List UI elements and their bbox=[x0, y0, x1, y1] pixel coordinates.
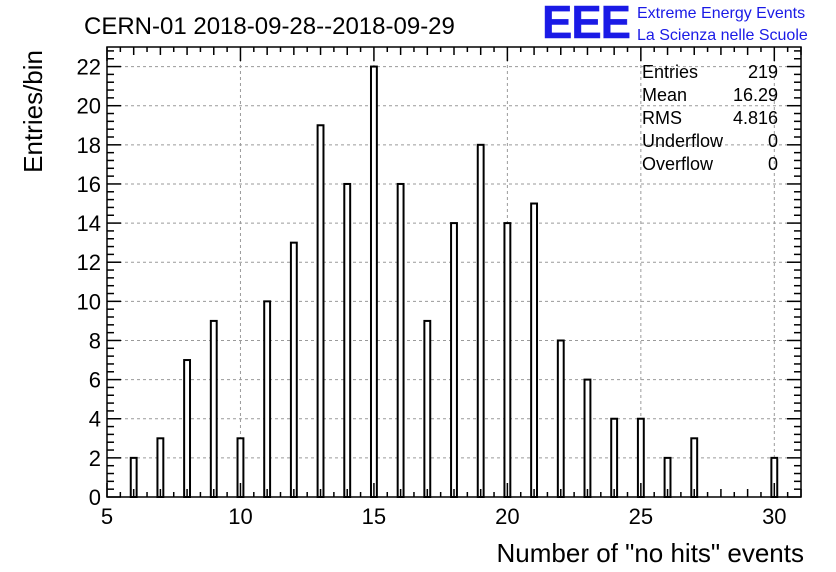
bar bbox=[583, 378, 592, 499]
bar bbox=[369, 65, 378, 498]
x-tick-label: 20 bbox=[495, 504, 519, 529]
chart-title: CERN-01 2018-09-28--2018-09-29 bbox=[84, 13, 455, 40]
stats-box: Entries 219 Mean 16.29 RMS 4.816 Underflow 0 Ove… bbox=[642, 62, 778, 174]
bar bbox=[556, 339, 565, 499]
y-tick-label: 14 bbox=[77, 211, 101, 236]
y-tick-label: 8 bbox=[89, 328, 101, 353]
y-tick-label: 22 bbox=[77, 55, 101, 80]
stat-value: 219 bbox=[748, 62, 778, 82]
x-tick-label: 5 bbox=[101, 504, 113, 529]
bar bbox=[183, 359, 192, 499]
bar bbox=[423, 319, 432, 499]
bar bbox=[156, 437, 165, 499]
bar bbox=[209, 319, 218, 499]
x-tick-label: 10 bbox=[228, 504, 252, 529]
y-axis-label: Entries/bin bbox=[18, 50, 48, 173]
bar bbox=[503, 222, 512, 499]
y-tick-label: 6 bbox=[89, 368, 101, 393]
x-tick-label: 30 bbox=[762, 504, 786, 529]
stat-label: Mean bbox=[642, 85, 687, 105]
stat-value: 0 bbox=[768, 131, 778, 151]
axis-ticks: 5 10 15 20 25 30 0 2 4 6 8 10 12 14 16 18 20 22 bbox=[77, 47, 802, 529]
bar bbox=[316, 124, 325, 499]
y-tick-label: 4 bbox=[89, 407, 101, 432]
logo-mark: EEE bbox=[542, 0, 630, 48]
bar bbox=[263, 300, 272, 499]
y-tick-label: 16 bbox=[77, 172, 101, 197]
grid bbox=[107, 47, 801, 497]
logo-line-1: Extreme Energy Events bbox=[637, 5, 805, 22]
y-tick-label: 20 bbox=[77, 94, 101, 119]
stat-value: 0 bbox=[768, 154, 778, 174]
bar bbox=[610, 417, 619, 499]
stat-label: Entries bbox=[642, 62, 698, 82]
bar bbox=[450, 222, 458, 499]
bar bbox=[396, 182, 405, 499]
bar bbox=[343, 182, 352, 499]
bar bbox=[289, 241, 298, 498]
stat-value: 4.816 bbox=[733, 108, 778, 128]
y-tick-label: 0 bbox=[89, 485, 101, 510]
y-tick-label: 18 bbox=[77, 133, 101, 158]
y-tick-label: 10 bbox=[77, 289, 101, 314]
x-tick-label: 25 bbox=[629, 504, 653, 529]
y-tick-label: 2 bbox=[89, 446, 101, 471]
bar bbox=[530, 202, 539, 499]
eee-logo: EEE Extreme Energy Events La Scienza nel… bbox=[542, 0, 808, 48]
x-axis-label: Number of "no hits" events bbox=[497, 538, 805, 568]
stat-value: 16.29 bbox=[733, 85, 778, 105]
bar bbox=[690, 437, 699, 499]
stat-label: Underflow bbox=[642, 131, 724, 151]
stat-label: Overflow bbox=[642, 154, 714, 174]
bar bbox=[476, 143, 485, 498]
logo-line-2: La Scienza nelle Scuole bbox=[637, 27, 808, 44]
x-tick-label: 15 bbox=[362, 504, 386, 529]
stat-label: RMS bbox=[642, 108, 682, 128]
y-tick-label: 12 bbox=[77, 250, 101, 275]
